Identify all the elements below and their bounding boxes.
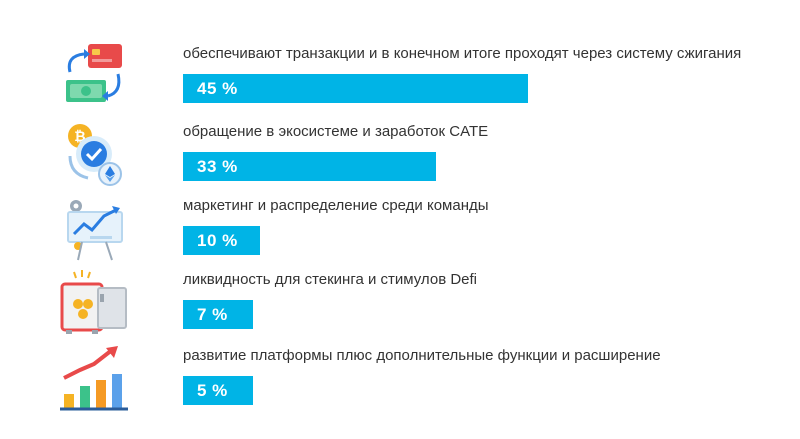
growth-chart-icon (56, 346, 132, 416)
allocation-bar-5: 5 % (183, 376, 253, 405)
allocation-bar-1: 45 % (183, 74, 528, 103)
allocation-bar-2: 33 % (183, 152, 436, 181)
allocation-value-5: 5 % (197, 380, 228, 400)
allocation-label-1: обеспечивают транзакции и в конечном ито… (183, 45, 742, 62)
allocation-value-4: 7 % (197, 304, 228, 324)
allocation-label-3: маркетинг и распределение среди команды (183, 197, 489, 214)
card-cash-exchange-icon (56, 44, 132, 114)
allocation-label-4: ликвидность для стекинга и стимулов Defi (183, 271, 478, 288)
svg-text:₿: ₿ (74, 129, 85, 145)
allocation-row-4: ликвидность для стекинга и стимулов Defi… (0, 270, 800, 348)
safe-vault-icon (56, 270, 132, 340)
allocation-value-1: 45 % (197, 78, 238, 98)
allocation-label-5: развитие платформы плюс дополнительные ф… (183, 347, 661, 364)
allocation-row-2: ₿ обращение в экосистеме и заработок CAT… (0, 122, 800, 200)
allocation-row-3: маркетинг и распределение среди команды … (0, 196, 800, 274)
allocation-bar-4: 7 % (183, 300, 253, 329)
allocation-row-1: обеспечивают транзакции и в конечном ито… (0, 44, 800, 122)
allocation-value-3: 10 % (197, 230, 238, 250)
allocation-row-5: развитие платформы плюс дополнительные ф… (0, 346, 800, 424)
crypto-exchange-icon: ₿ (56, 122, 132, 192)
marketing-chart-icon (56, 196, 132, 266)
allocation-label-2: обращение в экосистеме и заработок CATE (183, 123, 489, 140)
allocation-value-2: 33 % (197, 156, 238, 176)
allocation-bar-3: 10 % (183, 226, 260, 255)
